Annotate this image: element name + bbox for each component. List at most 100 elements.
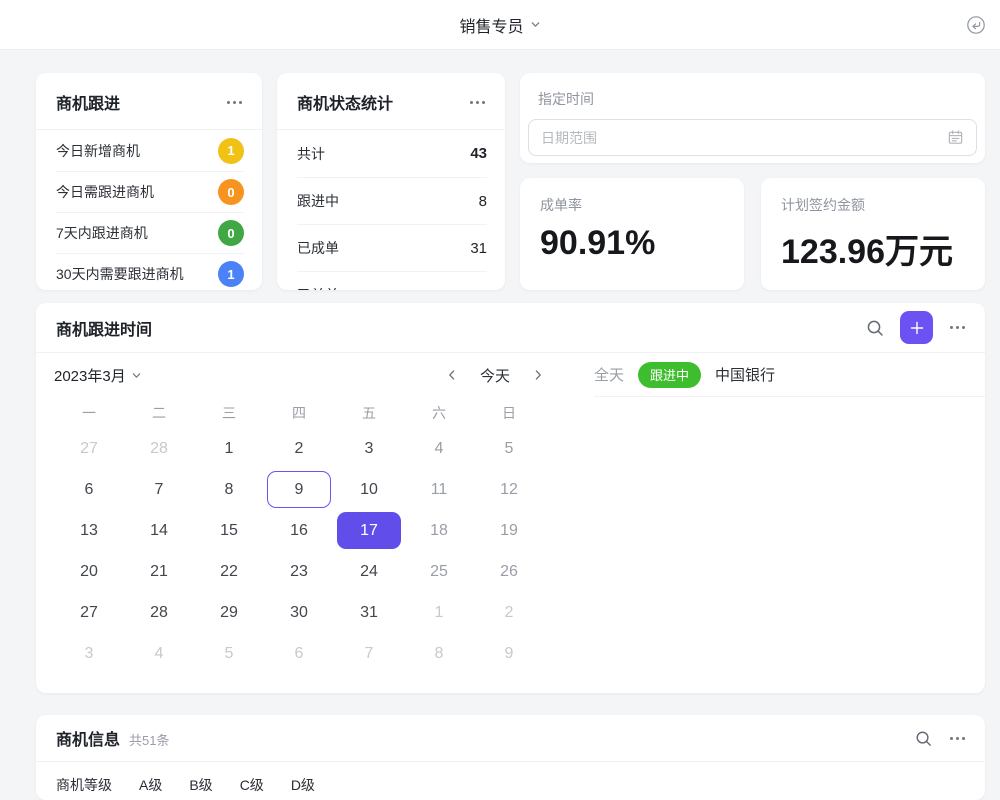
calendar-day[interactable]: 14 [150, 521, 168, 539]
status-item: 跟进中 8 [297, 177, 487, 224]
next-month-icon[interactable] [530, 367, 546, 383]
calendar-day[interactable]: 17 [334, 510, 404, 551]
calendar-day[interactable]: 4 [154, 644, 164, 662]
calendar-day-pill: 9 [267, 471, 331, 508]
calendar-day[interactable]: 2 [504, 603, 514, 621]
calendar-day[interactable]: 6 [84, 480, 94, 498]
calendar-day[interactable]: 18 [430, 521, 448, 539]
calendar-day[interactable]: 27 [80, 603, 98, 621]
prev-month-icon[interactable] [444, 367, 460, 383]
calendar-day[interactable]: 21 [150, 562, 168, 580]
info-actions [914, 729, 967, 748]
calendar-day[interactable]: 7 [154, 480, 164, 498]
grade-options: A级 B级 C级 D级 [139, 775, 315, 795]
calendar-day[interactable]: 25 [430, 562, 448, 580]
status-card-header: 商机状态统计 [277, 73, 505, 130]
win-rate-value: 90.91% [540, 224, 656, 262]
more-icon[interactable] [948, 322, 967, 333]
followup-item[interactable]: 今日新增商机 1 [56, 130, 244, 171]
calendar-day[interactable]: 6 [294, 644, 304, 662]
info-card-title: 商机信息 [56, 732, 121, 749]
grade-option[interactable]: C级 [239, 777, 264, 793]
calendar-day-pill: 17 [337, 512, 401, 549]
calendar-actions [865, 311, 967, 344]
grade-option[interactable]: D级 [290, 777, 315, 793]
grade-option[interactable]: B级 [189, 777, 213, 793]
calendar-day[interactable]: 20 [80, 562, 98, 580]
calendar-day[interactable]: 24 [360, 562, 378, 580]
calendar-card: 商机跟进时间 2023年3月 [36, 303, 985, 693]
search-icon[interactable] [914, 729, 933, 748]
calendar-day[interactable]: 31 [360, 603, 378, 621]
calendar-day[interactable]: 11 [430, 480, 448, 498]
event-status-badge[interactable]: 跟进中 [638, 361, 702, 388]
calendar-day[interactable]: 19 [500, 521, 518, 539]
calendar-day[interactable]: 7 [364, 644, 374, 662]
role-switcher[interactable]: 销售专员 [459, 13, 540, 37]
status-card: 商机状态统计 共计 43 跟进中 8 已成单 31 已关单 4 [277, 73, 505, 290]
add-button[interactable] [900, 311, 933, 344]
weekday-label: 五 [362, 404, 376, 421]
calendar-day[interactable]: 28 [150, 439, 168, 457]
calendar-day[interactable]: 26 [500, 562, 518, 580]
followup-item-label: 30天内需要跟进商机 [56, 266, 184, 282]
date-range-input[interactable]: 日期范围 [528, 119, 977, 156]
stat-cards-row: 成单率 90.91% 计划签约金额 123.96万元 [520, 178, 985, 290]
calendar-day[interactable]: 28 [150, 603, 168, 621]
month-selector[interactable]: 2023年3月 [54, 365, 142, 386]
planned-amount-card: 计划签约金额 123.96万元 [761, 178, 985, 290]
status-item-label: 已关单 [297, 285, 339, 290]
more-icon[interactable] [225, 97, 244, 108]
calendar-day[interactable]: 3 [364, 439, 374, 457]
chevron-down-icon [531, 22, 539, 27]
status-item-value: 4 [479, 287, 487, 291]
weekday-label: 三 [222, 404, 236, 421]
calendar-day[interactable]: 27 [80, 439, 98, 457]
calendar-day[interactable]: 9 [504, 644, 514, 662]
calendar-day[interactable]: 29 [220, 603, 238, 621]
calendar-day[interactable]: 30 [290, 603, 308, 621]
planned-amount-label: 计划签约金额 [781, 197, 865, 213]
calendar-day[interactable]: 10 [360, 480, 378, 498]
calendar-day[interactable]: 16 [290, 521, 308, 539]
event-panel: 全天 跟进中 中国银行 [576, 353, 985, 692]
calendar-day[interactable]: 12 [500, 480, 518, 498]
date-filter-label: 指定时间 [538, 91, 594, 107]
calendar-day[interactable]: 2 [294, 439, 304, 457]
status-item-label: 已成单 [297, 240, 339, 256]
calendar-day[interactable]: 1 [434, 603, 444, 621]
calendar-day[interactable]: 13 [80, 521, 98, 539]
today-button[interactable]: 今天 [479, 367, 510, 385]
date-range-placeholder: 日期范围 [541, 129, 597, 146]
event-name[interactable]: 中国银行 [715, 367, 776, 384]
count-badge: 1 [218, 137, 244, 164]
more-icon[interactable] [468, 97, 487, 108]
more-icon[interactable] [948, 733, 967, 744]
calendar-day[interactable]: 23 [290, 562, 308, 580]
calendar-day[interactable]: 22 [220, 562, 238, 580]
calendar-day[interactable]: 8 [224, 480, 234, 498]
grade-option[interactable]: A级 [139, 777, 163, 793]
top-bar: 销售专员 [0, 0, 1000, 50]
weekday-label: 一 [82, 404, 96, 421]
calendar-grid: 27 28 1 2 3 4 5 6 7 8 9 10 11 12 13 14 15 16 17 18 19 20 21 22 2… [54, 428, 576, 674]
search-icon[interactable] [865, 318, 885, 338]
followup-item[interactable]: 7天内跟进商机 0 [56, 212, 244, 253]
weekday-label: 日 [502, 404, 516, 421]
calendar-day[interactable]: 4 [434, 439, 444, 457]
return-arrow-icon[interactable] [965, 14, 987, 36]
calendar-day[interactable]: 8 [434, 644, 444, 662]
followup-item[interactable]: 今日需跟进商机 0 [56, 171, 244, 212]
calendar-body: 2023年3月 今天 一二三四五六日 27 28 1 2 3 4 5 6 7 8 9 10 1 [36, 353, 985, 692]
month-label: 2023年3月 [54, 367, 126, 385]
followup-item[interactable]: 30天内需要跟进商机 1 [56, 253, 244, 290]
calendar-day[interactable]: 9 [264, 469, 334, 510]
calendar-day[interactable]: 5 [504, 439, 514, 457]
count-badge: 0 [218, 179, 244, 205]
calendar-day[interactable]: 3 [84, 644, 94, 662]
allday-label: 全天 [594, 367, 625, 384]
calendar-day[interactable]: 5 [224, 644, 234, 662]
calendar-day[interactable]: 1 [224, 439, 234, 457]
dashboard-content: 商机跟进 今日新增商机 1 今日需跟进商机 0 7天内跟进商机 0 30天内需要跟进商机 1 … [0, 50, 1000, 800]
calendar-day[interactable]: 15 [220, 521, 238, 539]
